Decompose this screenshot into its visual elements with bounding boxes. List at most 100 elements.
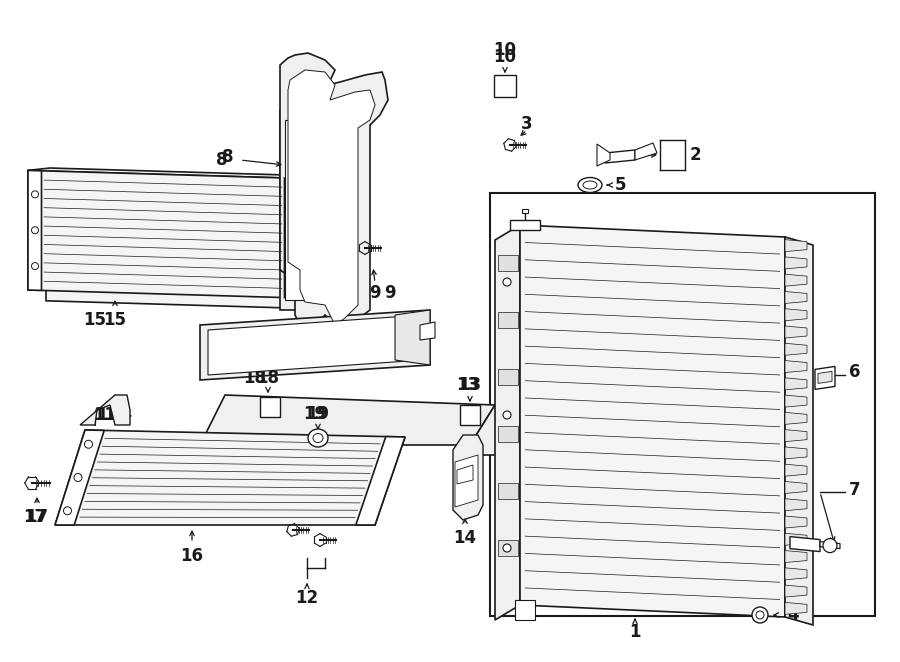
Polygon shape bbox=[785, 240, 807, 252]
Polygon shape bbox=[785, 361, 807, 373]
Text: 20: 20 bbox=[319, 333, 342, 351]
Text: 14: 14 bbox=[454, 529, 477, 547]
Polygon shape bbox=[470, 405, 513, 455]
Text: 15: 15 bbox=[84, 311, 106, 329]
Polygon shape bbox=[785, 534, 807, 545]
Text: 9: 9 bbox=[369, 284, 381, 302]
Polygon shape bbox=[785, 274, 807, 286]
Polygon shape bbox=[785, 378, 807, 390]
Polygon shape bbox=[498, 483, 518, 499]
Polygon shape bbox=[785, 291, 807, 303]
Polygon shape bbox=[785, 308, 807, 320]
Ellipse shape bbox=[578, 177, 602, 193]
Polygon shape bbox=[498, 255, 518, 271]
Text: 15: 15 bbox=[104, 311, 127, 329]
Polygon shape bbox=[495, 225, 520, 620]
Text: 13: 13 bbox=[458, 376, 482, 394]
Polygon shape bbox=[605, 150, 635, 163]
Text: 17: 17 bbox=[25, 508, 49, 526]
Text: 12: 12 bbox=[295, 589, 319, 607]
Text: 6: 6 bbox=[850, 363, 860, 381]
Polygon shape bbox=[785, 344, 807, 355]
Text: 16: 16 bbox=[181, 547, 203, 565]
Polygon shape bbox=[785, 481, 807, 493]
Polygon shape bbox=[520, 225, 785, 617]
Text: 2: 2 bbox=[689, 146, 701, 164]
Text: 19: 19 bbox=[306, 405, 329, 423]
Polygon shape bbox=[356, 436, 405, 525]
Polygon shape bbox=[498, 426, 518, 442]
Text: 1: 1 bbox=[629, 623, 641, 641]
Text: 3: 3 bbox=[521, 115, 533, 133]
Text: 10: 10 bbox=[493, 48, 517, 66]
Polygon shape bbox=[522, 209, 528, 213]
Circle shape bbox=[503, 544, 511, 552]
Text: 19: 19 bbox=[303, 405, 327, 423]
Polygon shape bbox=[785, 568, 807, 580]
Polygon shape bbox=[420, 322, 435, 340]
Polygon shape bbox=[55, 430, 405, 525]
Polygon shape bbox=[280, 110, 330, 310]
Text: 8: 8 bbox=[222, 148, 234, 166]
Polygon shape bbox=[260, 397, 280, 417]
Text: 8: 8 bbox=[216, 151, 228, 169]
Polygon shape bbox=[28, 170, 41, 291]
Polygon shape bbox=[818, 371, 832, 383]
Text: 11: 11 bbox=[96, 406, 120, 424]
Circle shape bbox=[756, 611, 764, 619]
Polygon shape bbox=[785, 464, 807, 476]
Polygon shape bbox=[785, 602, 807, 614]
Polygon shape bbox=[785, 516, 807, 528]
Polygon shape bbox=[820, 542, 840, 549]
Circle shape bbox=[85, 440, 93, 448]
Polygon shape bbox=[785, 412, 807, 424]
Text: 13: 13 bbox=[456, 376, 480, 394]
Polygon shape bbox=[785, 585, 807, 597]
Polygon shape bbox=[285, 120, 325, 300]
Circle shape bbox=[32, 226, 39, 234]
Circle shape bbox=[64, 506, 71, 515]
Polygon shape bbox=[55, 430, 104, 525]
Text: 5: 5 bbox=[614, 176, 626, 194]
Circle shape bbox=[503, 411, 511, 419]
Text: 7: 7 bbox=[850, 481, 860, 499]
Polygon shape bbox=[288, 70, 375, 325]
Polygon shape bbox=[28, 170, 298, 298]
Polygon shape bbox=[453, 435, 483, 520]
Polygon shape bbox=[515, 600, 535, 620]
Polygon shape bbox=[455, 455, 478, 507]
Text: 11: 11 bbox=[94, 406, 116, 424]
Text: 18: 18 bbox=[244, 369, 266, 387]
Circle shape bbox=[32, 263, 39, 269]
Polygon shape bbox=[785, 257, 807, 269]
Text: 17: 17 bbox=[23, 508, 47, 526]
Polygon shape bbox=[790, 537, 820, 551]
Circle shape bbox=[32, 191, 39, 198]
Polygon shape bbox=[490, 193, 875, 616]
Polygon shape bbox=[284, 178, 298, 298]
Polygon shape bbox=[200, 310, 430, 380]
Text: 18: 18 bbox=[256, 369, 280, 387]
Circle shape bbox=[752, 607, 768, 623]
Polygon shape bbox=[280, 53, 388, 335]
Polygon shape bbox=[395, 310, 430, 365]
Text: 20: 20 bbox=[344, 326, 366, 344]
Polygon shape bbox=[785, 498, 807, 510]
Polygon shape bbox=[494, 75, 516, 97]
Circle shape bbox=[74, 473, 82, 481]
Polygon shape bbox=[785, 447, 807, 459]
Polygon shape bbox=[635, 143, 657, 160]
Polygon shape bbox=[498, 540, 518, 556]
Polygon shape bbox=[200, 395, 495, 445]
Polygon shape bbox=[785, 237, 813, 625]
Polygon shape bbox=[498, 312, 518, 328]
Polygon shape bbox=[785, 551, 807, 563]
Text: 10: 10 bbox=[493, 41, 517, 59]
Polygon shape bbox=[785, 395, 807, 407]
Polygon shape bbox=[510, 220, 540, 230]
Polygon shape bbox=[208, 315, 422, 375]
Text: 9: 9 bbox=[384, 284, 396, 302]
Polygon shape bbox=[498, 369, 518, 385]
Ellipse shape bbox=[313, 434, 323, 442]
Polygon shape bbox=[460, 405, 480, 425]
